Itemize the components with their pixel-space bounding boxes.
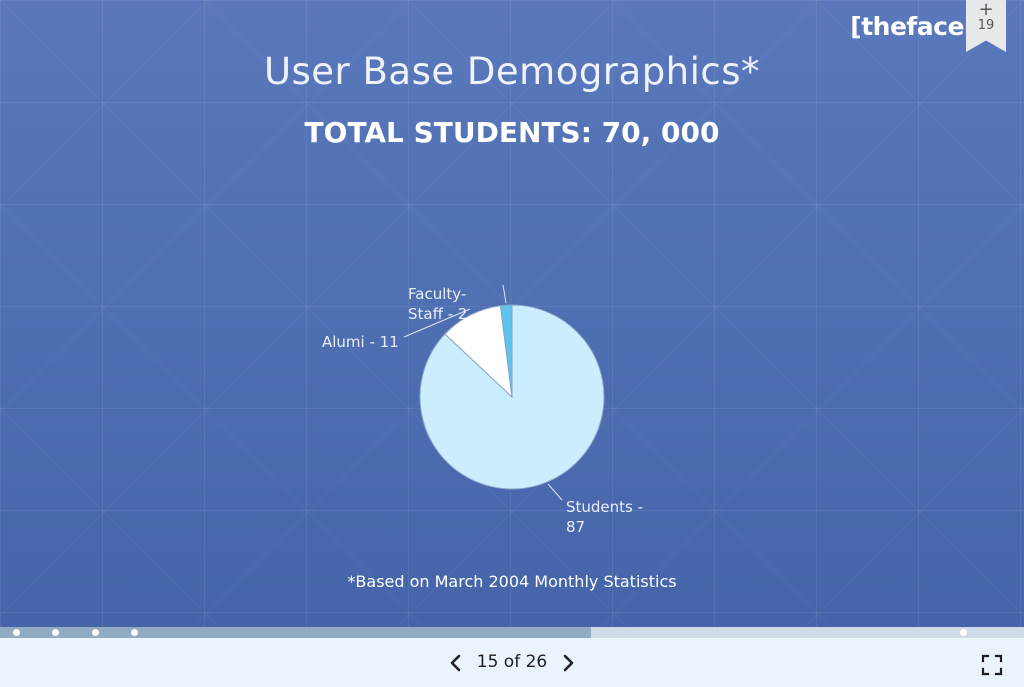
slide: User Base Demographics* TOTAL STUDENTS: … [0,0,1024,627]
chevron-right-icon [563,654,574,672]
next-slide-button[interactable] [553,648,583,678]
progress-dot [52,629,59,636]
slide-title: User Base Demographics* [263,50,761,93]
progress-fill [0,627,591,638]
label-alumni: Alumi - 11 [322,333,399,351]
demographics-pie-chart [403,284,605,501]
leader-line-faculty-2 [403,308,471,338]
slide-progress-bar[interactable] [0,627,1024,638]
slide-counter: 15 of 26 [476,652,548,672]
chevron-left-icon [450,654,461,672]
fullscreen-icon [981,654,1003,676]
fullscreen-button[interactable] [977,650,1007,680]
label-students: Students - 87 [566,497,643,537]
previous-slide-button[interactable] [441,648,471,678]
label-students-line2: 87 [566,518,586,536]
label-faculty-line1: Faculty- [408,285,467,303]
pie-slice-faculty [499,304,513,398]
slide-navigation: 15 of 26 [0,638,1024,687]
progress-dot [960,629,967,636]
plus-icon: + [978,0,994,20]
progress-dot [131,629,138,636]
progress-dot [13,629,20,636]
total-students-heading: TOTAL STUDENTS: 70, 000 [304,116,720,149]
label-faculty-staff: Faculty- Staff - 2 [408,284,467,324]
leader-line-faculty [502,284,507,304]
background-diagonal-grid [0,0,1024,627]
leader-line-students [547,483,563,501]
progress-dot [92,629,99,636]
footnote: *Based on March 2004 Monthly Statistics [347,572,677,591]
bookmark-count: 19 [977,18,995,33]
label-faculty-line2: Staff - 2 [408,305,468,323]
label-students-line1: Students - [566,498,644,516]
